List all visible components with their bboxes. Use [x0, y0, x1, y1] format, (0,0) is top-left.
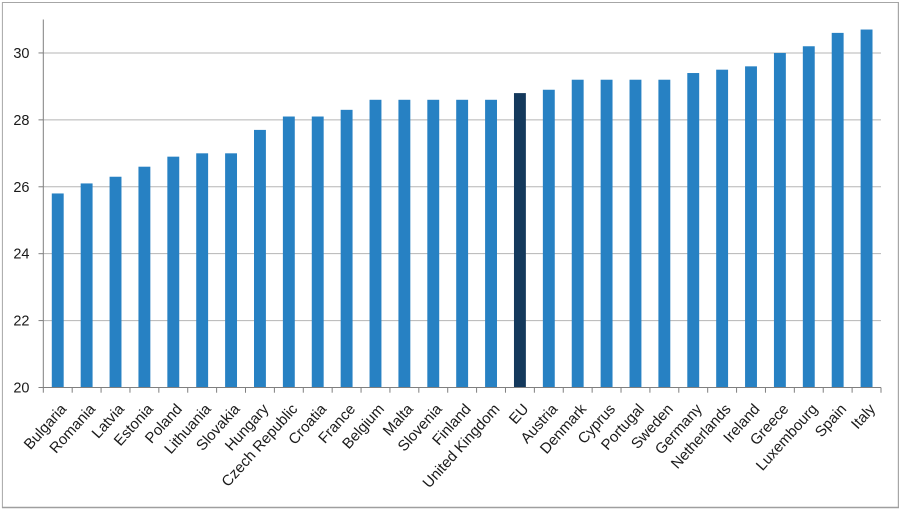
- svg-text:22: 22: [13, 314, 29, 330]
- svg-text:28: 28: [13, 113, 29, 129]
- svg-text:20: 20: [13, 381, 29, 397]
- svg-text:30: 30: [13, 46, 29, 62]
- svg-text:26: 26: [13, 180, 29, 196]
- svg-text:24: 24: [13, 247, 29, 263]
